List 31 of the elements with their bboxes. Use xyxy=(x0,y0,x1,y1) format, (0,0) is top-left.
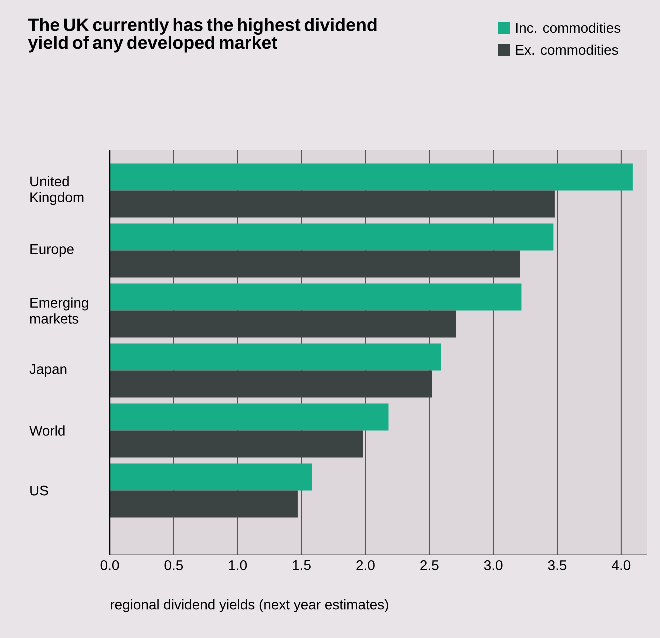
chart-title: The UK currently has the highest dividend yield of any developed market xyxy=(28,18,377,53)
x-tick-label: 1.5 xyxy=(293,560,311,570)
x-tick-label: 1.0 xyxy=(229,560,248,570)
x-tick-label: 0.5 xyxy=(164,560,184,570)
y-tick-label: Europe xyxy=(30,244,74,258)
x-axis-title: regional dividend yields (next year estimates) xyxy=(111,599,388,612)
x-tick-label: 0.0 xyxy=(100,560,120,570)
y-tick-label: World xyxy=(30,426,65,436)
bar xyxy=(110,224,554,251)
bar xyxy=(110,250,520,278)
x-tick-label: 2.5 xyxy=(420,560,439,570)
bar xyxy=(110,370,432,398)
x-tick-label: 3.5 xyxy=(548,560,567,570)
bar xyxy=(110,190,555,218)
y-tick-label: US xyxy=(30,486,48,496)
bar xyxy=(110,284,522,311)
legend-label: Ex. commodities xyxy=(516,44,618,56)
bar xyxy=(110,404,389,431)
y-tick-label: United Kingdom xyxy=(30,176,84,206)
x-tick-label: 3.0 xyxy=(484,560,503,570)
bar xyxy=(110,344,442,371)
bar xyxy=(110,164,633,191)
bar xyxy=(110,464,312,491)
x-tick-label: 4.0 xyxy=(612,560,631,570)
legend-label: Inc. commodities xyxy=(516,22,621,34)
bar xyxy=(110,430,364,458)
y-tick-label: Japan xyxy=(30,364,67,378)
bar xyxy=(110,490,298,518)
x-tick-label: 2.0 xyxy=(356,560,375,570)
y-tick-label: Emerging markets xyxy=(30,298,88,324)
bar xyxy=(110,310,456,338)
